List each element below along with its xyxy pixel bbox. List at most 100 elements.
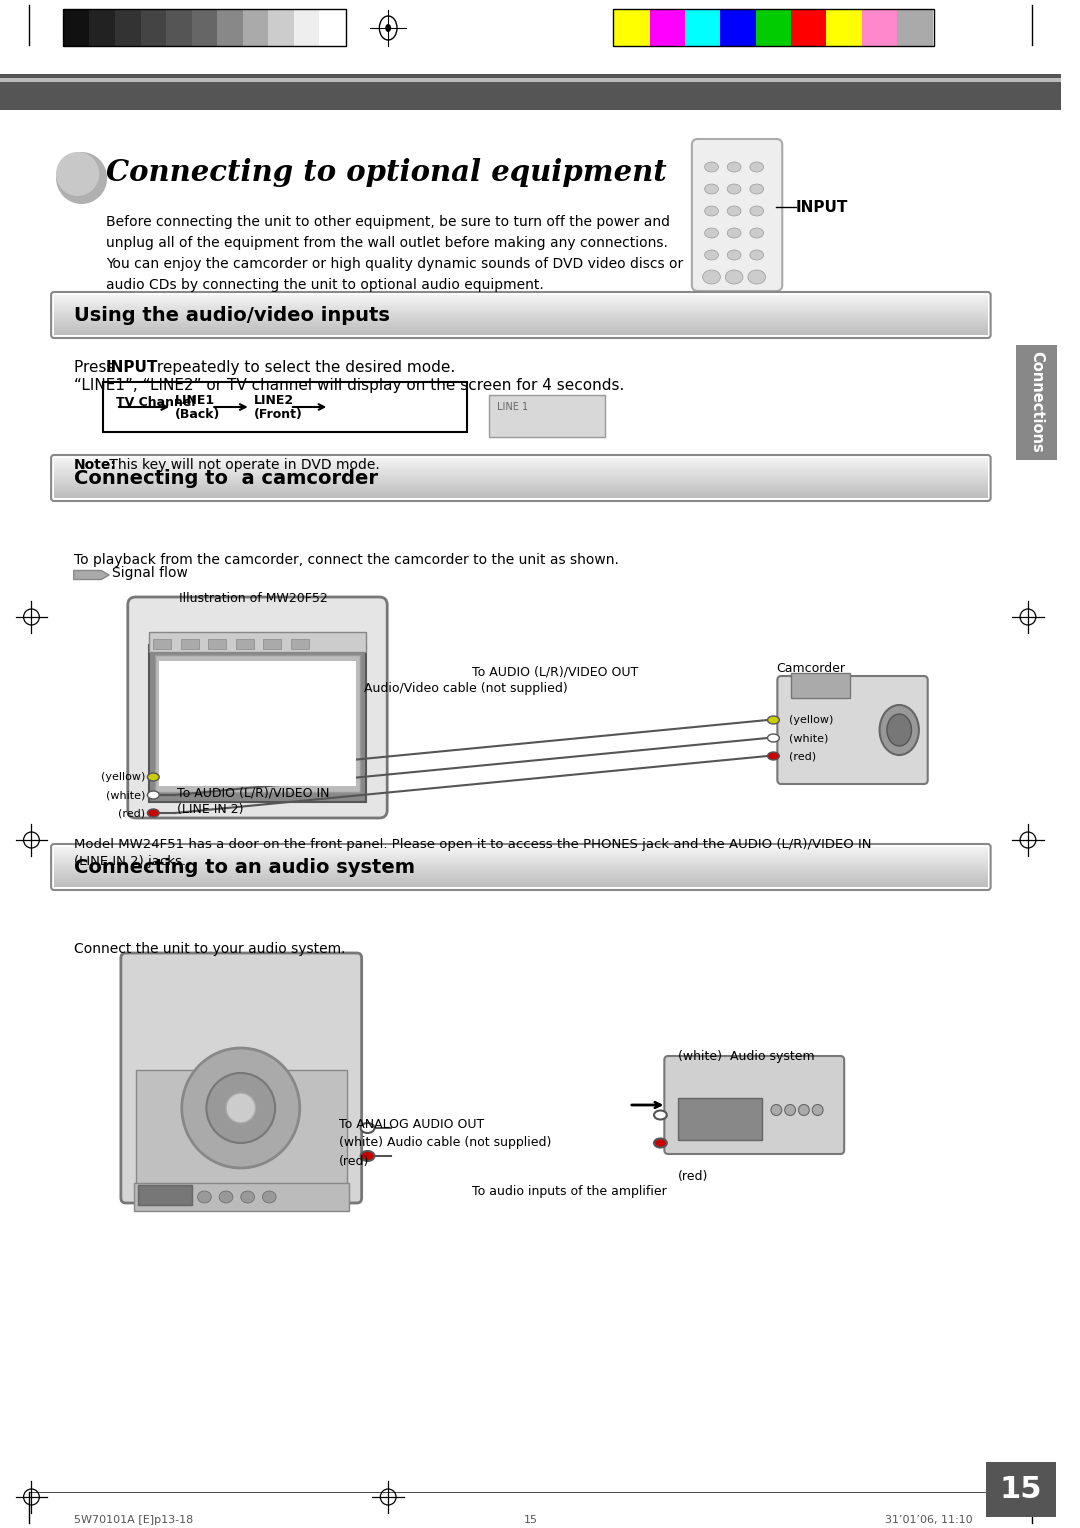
Text: audio CDs by connecting the unit to optional audio equipment.: audio CDs by connecting the unit to opti…	[106, 278, 544, 292]
Bar	[153, 639, 171, 649]
Bar	[54, 854, 988, 857]
Bar	[208, 639, 226, 649]
Bar	[678, 1099, 761, 1140]
Bar	[54, 481, 988, 484]
Bar	[264, 639, 281, 649]
Text: (LINE IN 2): (LINE IN 2)	[177, 802, 243, 816]
Ellipse shape	[147, 773, 159, 781]
Text: (red): (red)	[678, 1170, 708, 1183]
Text: Connecting to  a camcorder: Connecting to a camcorder	[73, 469, 378, 487]
Ellipse shape	[879, 704, 919, 755]
Text: You can enjoy the camcorder or high quality dynamic sounds of DVD video discs or: You can enjoy the camcorder or high qual…	[106, 257, 684, 270]
Ellipse shape	[206, 1073, 275, 1143]
Ellipse shape	[750, 228, 764, 238]
Text: Connecting to optional equipment: Connecting to optional equipment	[106, 157, 666, 186]
Text: To ANALOG AUDIO OUT: To ANALOG AUDIO OUT	[339, 1118, 484, 1131]
Bar	[649, 11, 685, 46]
Text: (red): (red)	[339, 1155, 369, 1167]
Bar	[54, 315, 988, 316]
Text: 15: 15	[1000, 1475, 1042, 1504]
Bar	[54, 303, 988, 306]
Bar	[159, 662, 355, 785]
Bar	[54, 469, 988, 472]
Ellipse shape	[704, 162, 718, 173]
Bar	[54, 480, 988, 481]
Ellipse shape	[703, 270, 720, 284]
Text: To playback from the camcorder, connect the camcorder to the unit as shown.: To playback from the camcorder, connect …	[73, 553, 619, 567]
Text: repeatedly to select the desired mode.: repeatedly to select the desired mode.	[152, 361, 456, 374]
Bar	[54, 848, 988, 851]
Bar	[136, 1070, 347, 1190]
Ellipse shape	[785, 1105, 796, 1115]
Bar	[0, 78, 1062, 83]
Text: To AUDIO (L/R)/VIDEO OUT: To AUDIO (L/R)/VIDEO OUT	[472, 665, 638, 678]
Ellipse shape	[219, 1190, 233, 1203]
Bar	[64, 11, 90, 46]
Text: TV Channel: TV Channel	[116, 396, 195, 408]
Bar	[54, 492, 988, 494]
Text: Model MW24F51 has a door on the front panel. Please open it to access the PHONES: Model MW24F51 has a door on the front pa…	[73, 837, 872, 851]
Bar	[320, 11, 345, 46]
Bar	[268, 11, 294, 46]
Bar	[792, 11, 826, 46]
Bar	[54, 859, 988, 860]
Text: Press: Press	[73, 361, 119, 374]
Bar	[54, 475, 988, 478]
Bar	[191, 11, 217, 46]
Text: (white): (white)	[106, 790, 146, 801]
Bar	[54, 313, 988, 315]
Bar	[54, 874, 988, 877]
Bar	[54, 318, 988, 321]
Bar	[243, 11, 268, 46]
FancyBboxPatch shape	[121, 953, 362, 1203]
Ellipse shape	[727, 251, 741, 260]
Bar	[1016, 345, 1057, 460]
Bar	[720, 11, 756, 46]
Bar	[90, 11, 114, 46]
Bar	[54, 879, 988, 882]
Bar	[294, 11, 320, 46]
Bar	[54, 457, 988, 460]
Bar	[0, 0, 1062, 79]
Ellipse shape	[750, 206, 764, 215]
Bar	[54, 489, 988, 492]
Text: Audio/Video cable (not supplied): Audio/Video cable (not supplied)	[364, 681, 567, 695]
Bar	[291, 639, 309, 649]
Ellipse shape	[727, 183, 741, 194]
Text: “LINE1”, “LINE2” or TV channel will display on the screen for 4 seconds.: “LINE1”, “LINE2” or TV channel will disp…	[73, 377, 624, 393]
Bar	[54, 877, 988, 879]
Text: Connections: Connections	[1029, 351, 1044, 452]
Bar	[792, 672, 850, 698]
Text: Signal flow: Signal flow	[112, 565, 188, 581]
Bar	[54, 463, 988, 466]
Bar	[54, 324, 988, 327]
Bar	[134, 1183, 349, 1212]
Ellipse shape	[147, 808, 159, 817]
Bar	[137, 1186, 191, 1206]
Ellipse shape	[747, 270, 766, 284]
Ellipse shape	[768, 752, 780, 759]
Ellipse shape	[361, 1151, 375, 1161]
Text: Before connecting the unit to other equipment, be sure to turn off the power and: Before connecting the unit to other equi…	[106, 215, 670, 229]
Bar	[235, 639, 254, 649]
Ellipse shape	[750, 251, 764, 260]
Bar	[217, 11, 243, 46]
Text: Connecting to an audio system: Connecting to an audio system	[73, 857, 415, 877]
Text: To AUDIO (L/R)/VIDEO IN: To AUDIO (L/R)/VIDEO IN	[177, 787, 329, 799]
Text: 15: 15	[524, 1514, 538, 1525]
Bar	[104, 382, 467, 432]
Bar	[54, 301, 988, 303]
Ellipse shape	[56, 151, 99, 196]
Text: This key will not operate in DVD mode.: This key will not operate in DVD mode.	[105, 458, 380, 472]
Text: (Back): (Back)	[175, 408, 220, 420]
Text: Illustration of MW20F52: Illustration of MW20F52	[179, 591, 327, 605]
Text: 5W70101A [E]p13-18: 5W70101A [E]p13-18	[73, 1514, 193, 1525]
Text: LINE 1: LINE 1	[497, 402, 528, 413]
Bar	[0, 73, 1062, 110]
Ellipse shape	[147, 792, 159, 799]
Text: (LINE IN 2) jacks.: (LINE IN 2) jacks.	[73, 856, 186, 868]
Bar	[54, 853, 988, 856]
FancyArrow shape	[73, 570, 109, 579]
Bar	[986, 1462, 1056, 1517]
Text: unplug all of the equipment from the wall outlet before making any connections.: unplug all of the equipment from the wal…	[106, 235, 669, 251]
